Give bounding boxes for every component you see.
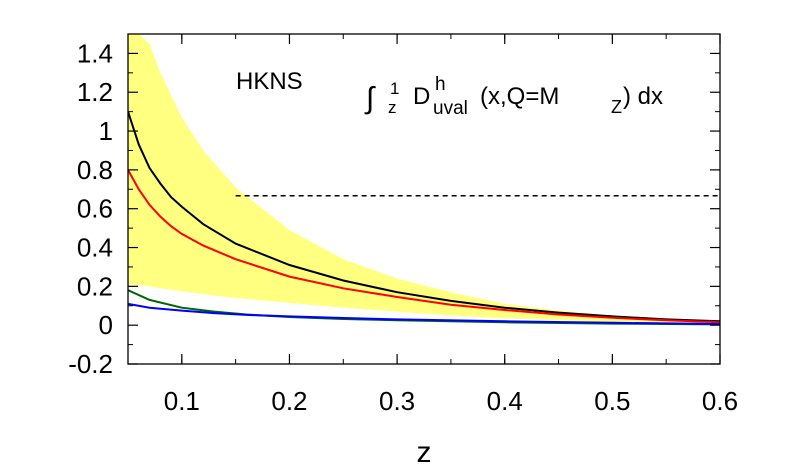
formula-annotation: ∫ 1 z D h uval (x,Q=M Z ) dx — [364, 74, 663, 119]
plot-area — [128, 34, 720, 326]
y-tick-label: 0.2 — [77, 271, 113, 301]
series-line-0 — [128, 111, 720, 323]
series-line-1 — [128, 169, 720, 324]
formula-superscript: h — [435, 74, 446, 95]
formula-D: D — [413, 83, 430, 110]
series-line-3 — [128, 302, 720, 325]
formula-args-subscript: Z — [611, 97, 622, 117]
formula-integral: ∫ — [364, 82, 376, 115]
y-tick-label: -0.2 — [68, 349, 113, 379]
formula-subscript: uval — [433, 98, 468, 119]
y-tick-label: 0.6 — [77, 194, 113, 224]
formula-upper-limit: 1 — [390, 79, 399, 98]
axis-ticks: 0.1 0.2 0.3 0.4 0.5 0.6 -0.2 0 0.2 0.4 0.6 0.8 1 1.2 1… — [68, 33, 738, 416]
x-tick-label: 0.2 — [271, 386, 307, 416]
x-tick-label: 0.4 — [487, 386, 523, 416]
uncertainty-band — [128, 34, 720, 325]
y-tick-label: 0.4 — [77, 233, 113, 263]
x-tick-label: 0.5 — [594, 386, 630, 416]
y-tick-label: 0 — [99, 310, 113, 340]
y-tick-label: 1.4 — [77, 38, 113, 68]
y-tick-label: 1 — [99, 116, 113, 146]
x-tick-label: 0.6 — [702, 386, 738, 416]
x-tick-label: 0.3 — [379, 386, 415, 416]
y-tick-label: 0.8 — [77, 155, 113, 185]
hkns-label: HKNS — [236, 68, 303, 95]
formula-args-1: (x,Q=M — [480, 83, 559, 110]
plot-frame — [127, 33, 721, 365]
series-group — [128, 111, 720, 326]
y-tick-label: 1.2 — [77, 77, 113, 107]
formula-lower-limit: z — [388, 98, 397, 117]
x-axis-label: z — [417, 436, 432, 469]
x-tick-label: 0.1 — [164, 386, 200, 416]
formula-args-2: ) dx — [623, 83, 663, 110]
